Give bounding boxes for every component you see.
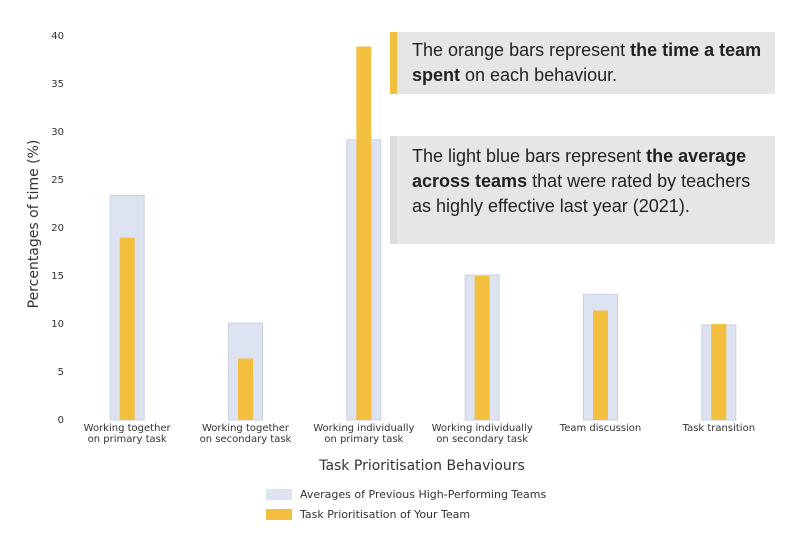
x-tick-label: on primary task — [324, 434, 403, 445]
callout-orange-bold: the time a team spent — [412, 40, 762, 85]
y-tick-label: 0 — [58, 415, 64, 426]
x-tick-label: on primary task — [88, 434, 167, 445]
team-bar — [711, 324, 727, 420]
orange-bars-callout: The orange bars represent the time a tea… — [390, 32, 775, 94]
y-tick-label: 35 — [51, 79, 64, 90]
legend-label: Task Prioritisation of Your Team — [299, 508, 470, 521]
y-tick-label: 30 — [51, 127, 64, 138]
legend-swatch-average — [266, 489, 292, 500]
legend: Averages of Previous High-Performing Tea… — [266, 488, 546, 521]
team-bar — [238, 358, 253, 420]
y-tick-label: 10 — [51, 319, 64, 330]
y-tick-label: 20 — [51, 223, 64, 234]
callout-blue-part2: that were rated by teachers as highly ef… — [412, 171, 751, 216]
callout-orange-text: The orange bars represent the time a tea… — [412, 38, 765, 88]
callout-blue-bold: the average across teams — [412, 146, 747, 191]
x-tick-label: Task transition — [682, 423, 755, 434]
callout-blue-part1: The light blue bars represent — [412, 146, 647, 166]
callout-blue-text: The light blue bars represent the averag… — [412, 144, 765, 219]
x-tick-label: Working together — [84, 423, 172, 434]
y-axis: 0 5 10 15 20 25 30 35 40 — [51, 31, 64, 426]
y-axis-title: Percentages of time (%) — [26, 140, 42, 309]
callout-accent-grey — [390, 136, 397, 244]
blue-bars-callout: The light blue bars represent the averag… — [390, 136, 775, 244]
callout-orange-part2: on each behaviour. — [460, 65, 618, 85]
bars-group — [109, 46, 737, 421]
legend-swatch-team — [266, 509, 292, 520]
x-tick-label: Working individually — [313, 423, 414, 434]
x-tick-label: on secondary task — [436, 434, 528, 445]
x-axis-title: Task Prioritisation Behaviours — [318, 458, 525, 474]
x-tick-label: Working together — [202, 423, 290, 434]
callout-accent-orange — [390, 32, 397, 94]
y-tick-label: 25 — [51, 175, 64, 186]
team-bar — [593, 310, 608, 420]
y-tick-label: 5 — [58, 367, 64, 378]
x-tick-label: Team discussion — [559, 423, 641, 434]
team-bar — [119, 237, 135, 420]
x-tick-label: Working individually — [432, 423, 533, 434]
legend-label: Averages of Previous High-Performing Tea… — [300, 488, 546, 501]
y-tick-label: 40 — [51, 31, 64, 42]
x-tick-label: on secondary task — [200, 434, 292, 445]
team-bar — [356, 46, 372, 421]
team-bar — [474, 276, 490, 420]
callout-orange-part1: The orange bars represent — [412, 40, 631, 60]
y-tick-label: 15 — [51, 271, 64, 282]
